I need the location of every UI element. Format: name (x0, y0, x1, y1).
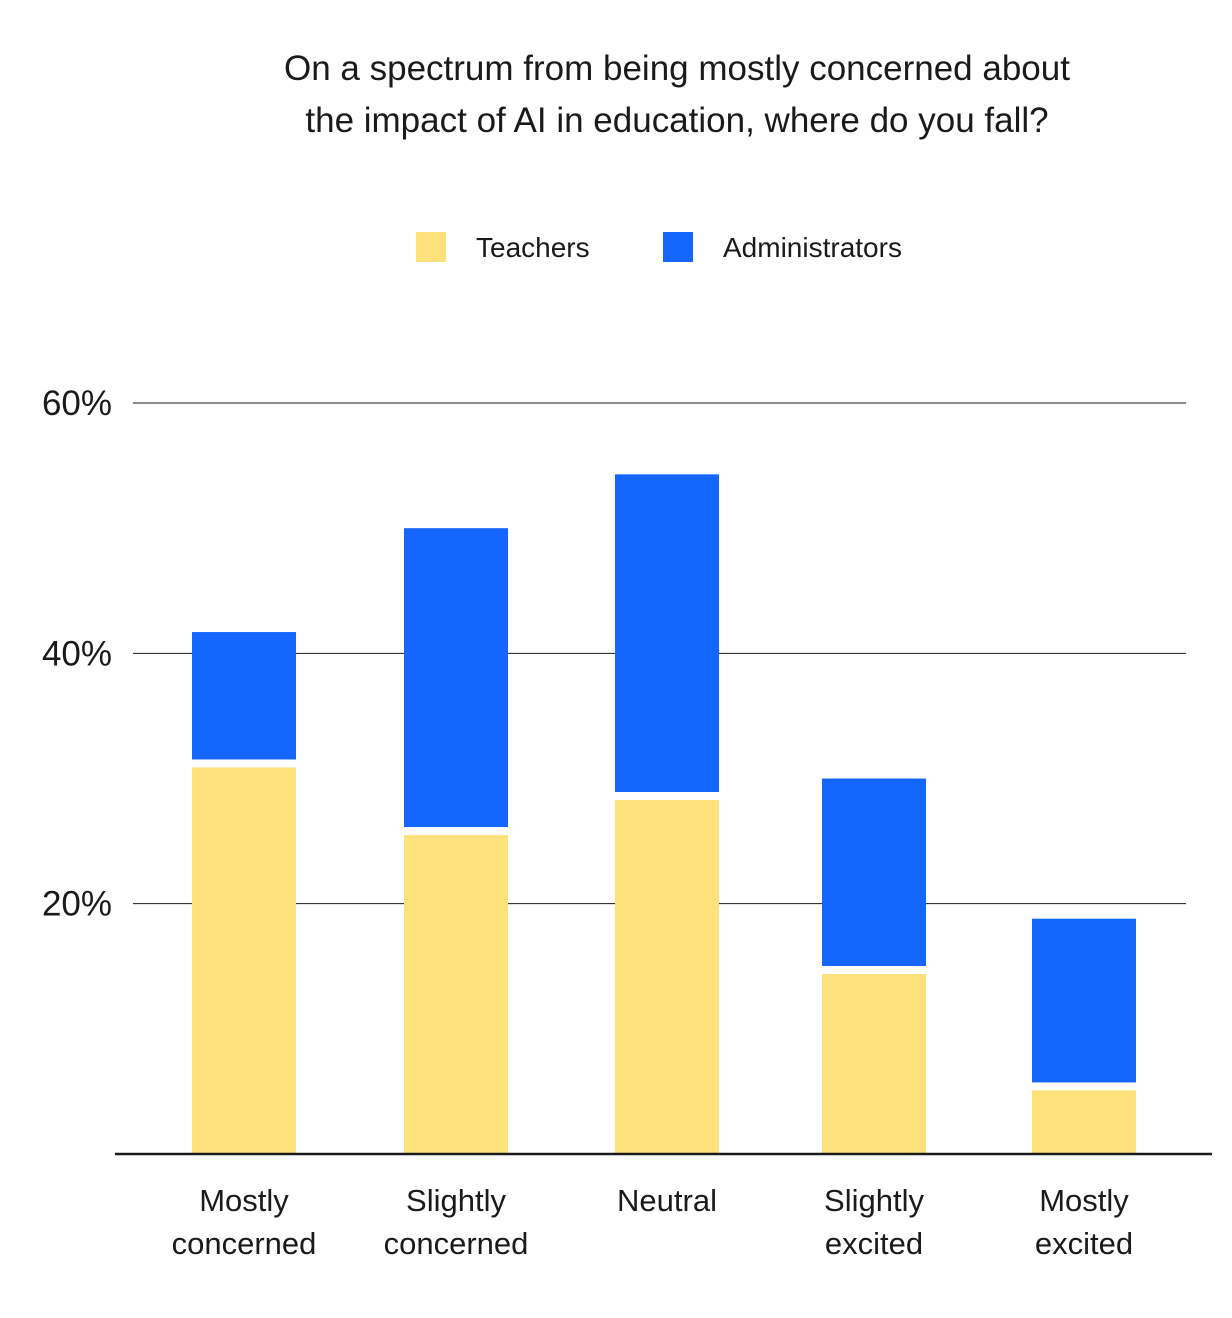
bar-teachers-3 (822, 974, 926, 1154)
y-tick-label: 20% (42, 885, 112, 924)
x-category-label: Mostly (199, 1183, 289, 1218)
legend-label-administrators: Administrators (723, 232, 902, 263)
legend-label-teachers: Teachers (476, 232, 590, 263)
legend: Teachers Administrators (416, 232, 902, 263)
x-axis: Mostly concerned Slightly concerned Neutral S… (172, 1183, 1134, 1261)
bar-administrators-2 (615, 474, 719, 793)
x-category-label: excited (825, 1226, 923, 1261)
bar-teachers-4 (1032, 1090, 1136, 1154)
x-category-label: Slightly (406, 1183, 506, 1218)
x-category-label: Neutral (617, 1183, 717, 1218)
legend-swatch-teachers (416, 232, 446, 262)
bar-administrators-0 (192, 632, 296, 760)
bar-teachers-2 (615, 800, 719, 1154)
bar-teachers-0 (192, 767, 296, 1154)
y-tick-label: 60% (42, 384, 112, 423)
legend-swatch-administrators (663, 232, 693, 262)
bar-teachers-1 (404, 835, 508, 1154)
chart-title-line-1: On a spectrum from being mostly concerne… (284, 49, 1070, 88)
y-axis: 20% 40% 60% (42, 384, 112, 924)
y-tick-label: 40% (42, 634, 112, 673)
bars (192, 474, 1136, 1154)
chart-title-line-2: the impact of AI in education, where do … (305, 101, 1048, 140)
x-category-label: Slightly (824, 1183, 924, 1218)
bar-administrators-1 (404, 528, 508, 828)
x-category-label: Mostly (1039, 1183, 1129, 1218)
bar-administrators-3 (822, 778, 926, 967)
bar-administrators-4 (1032, 918, 1136, 1083)
x-category-label: excited (1035, 1226, 1133, 1261)
x-category-label: concerned (384, 1226, 529, 1261)
x-category-label: concerned (172, 1226, 317, 1261)
